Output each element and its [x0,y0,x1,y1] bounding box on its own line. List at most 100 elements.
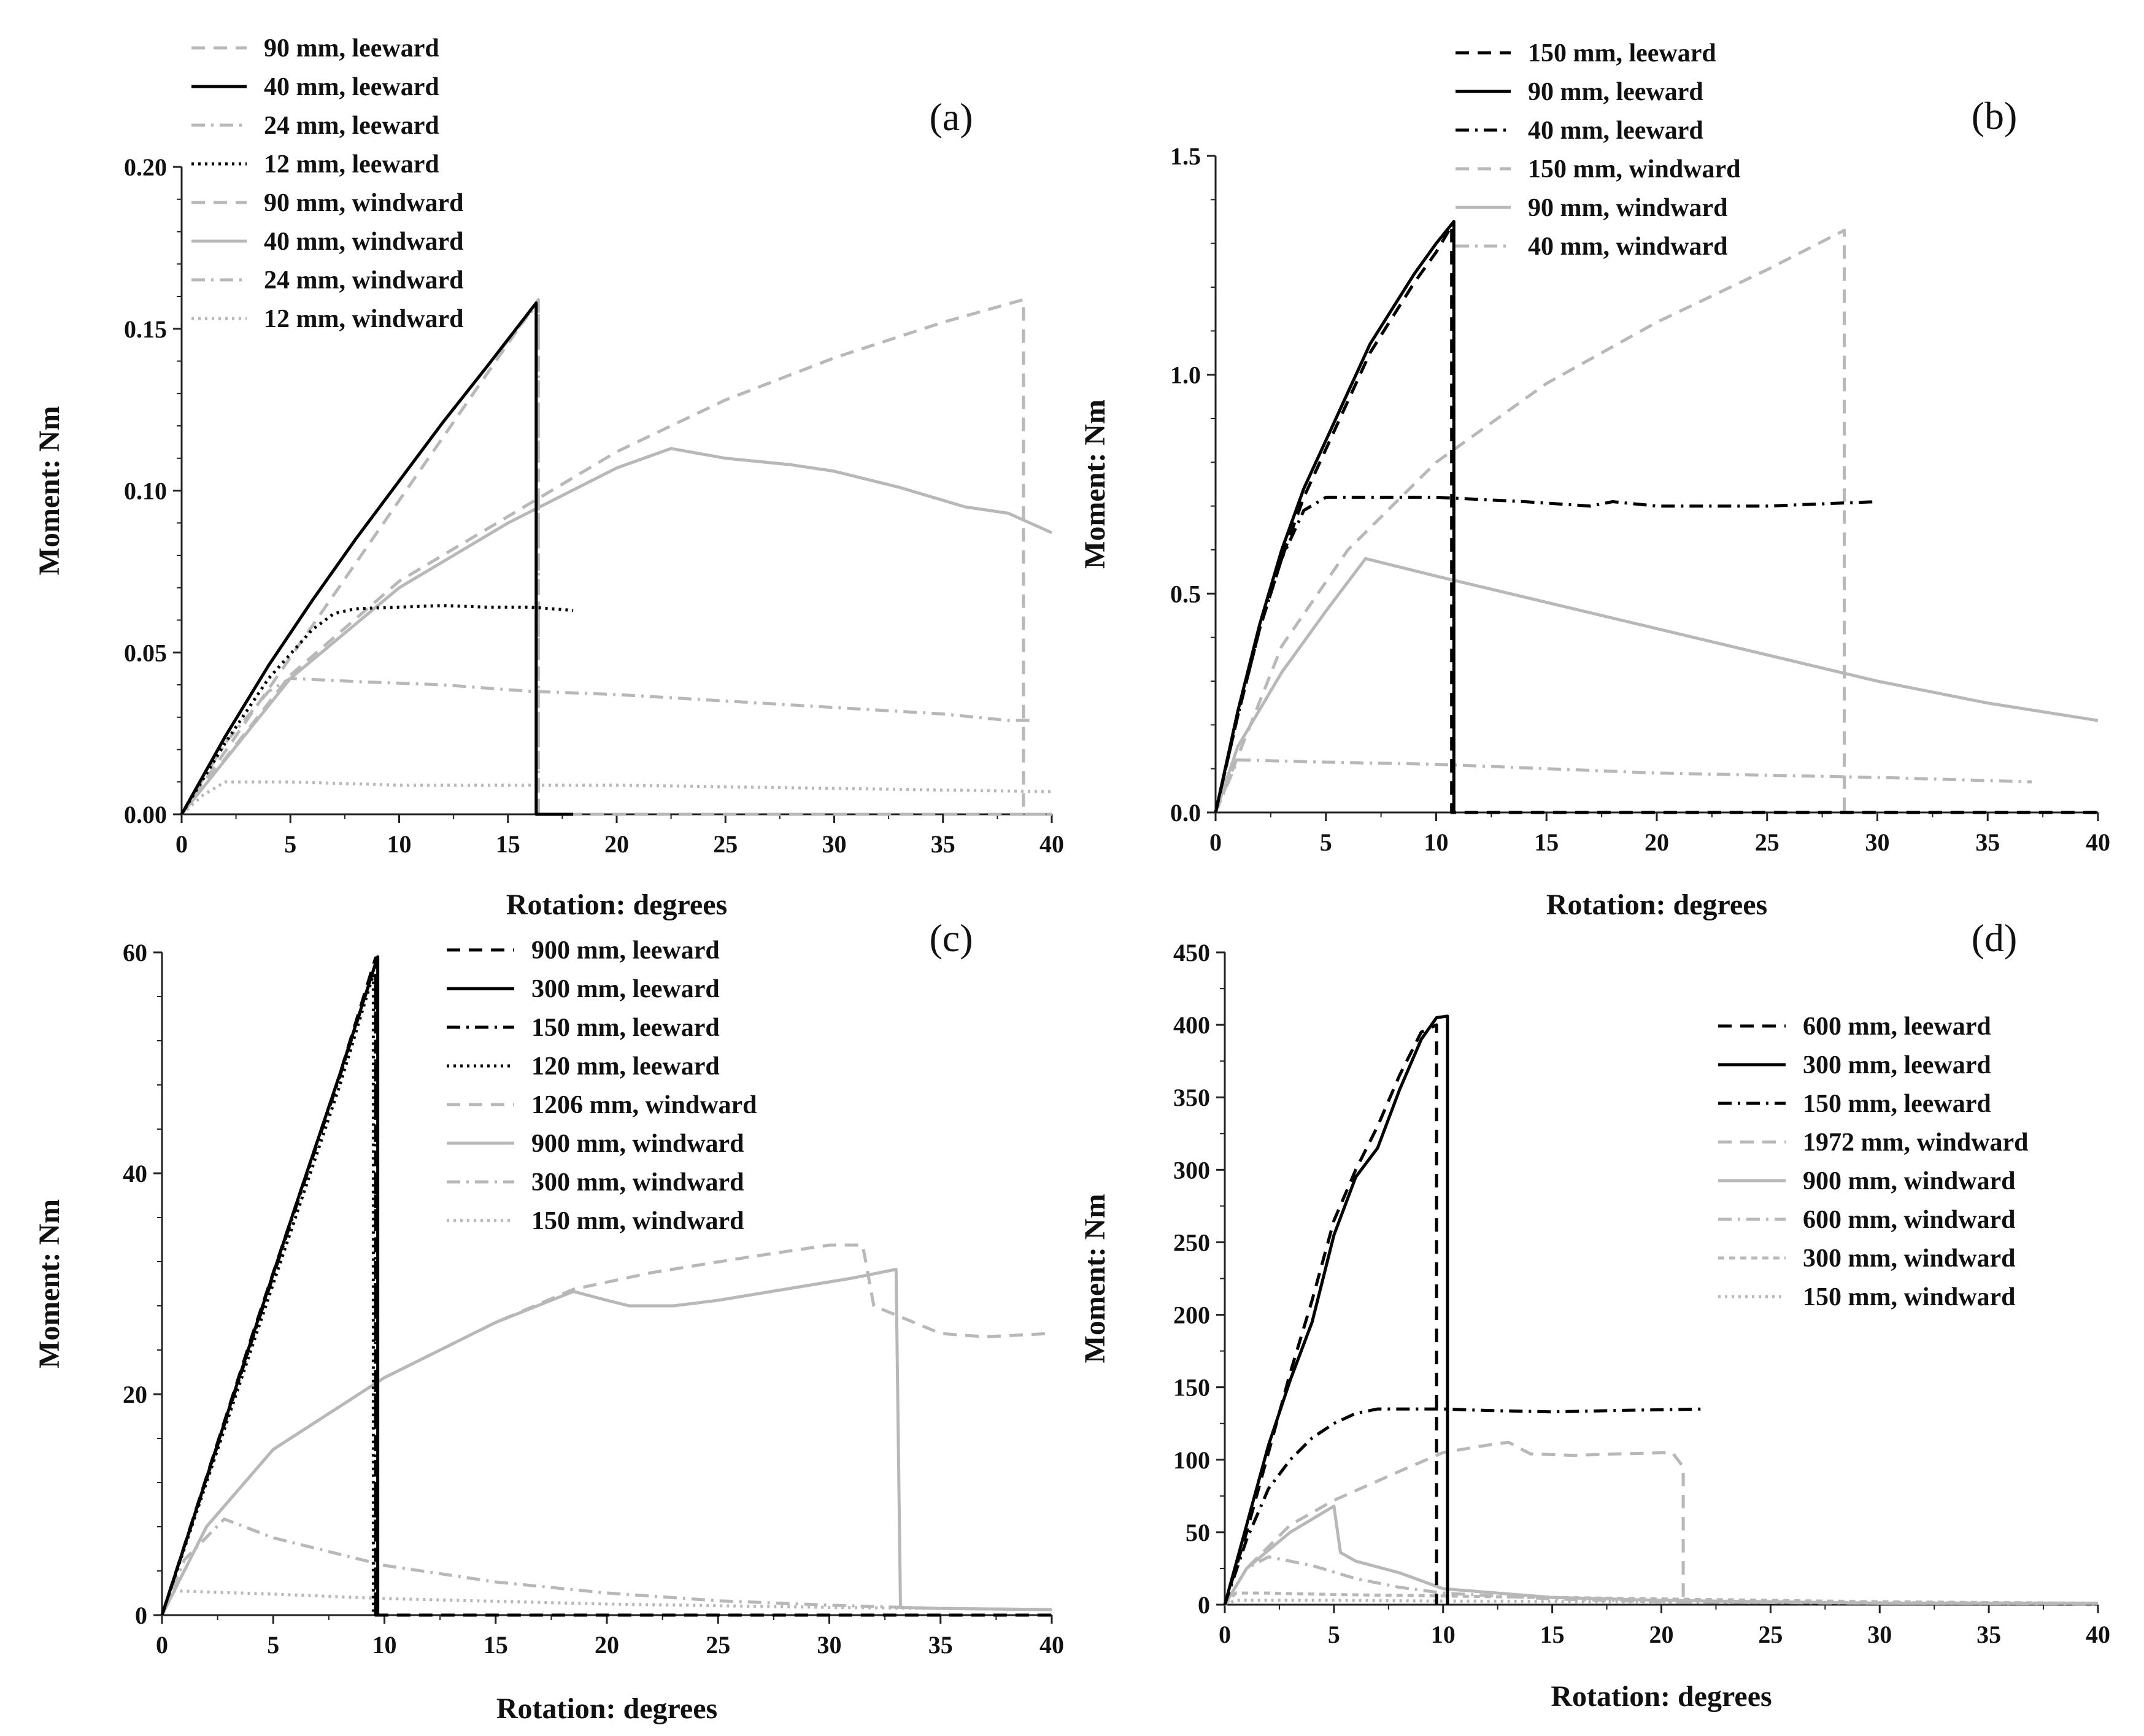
x-tick-label: 10 [1424,828,1449,856]
x-tick-label: 25 [706,1631,730,1659]
x-tick-label: 10 [387,830,412,858]
x-tick-label: 30 [1867,1621,1892,1648]
legend-label: 12 mm, leeward [264,150,439,179]
x-tick-label: 30 [817,1631,842,1659]
x-tick-label: 10 [372,1631,397,1659]
y-axis-title: Moment: Nm [1079,399,1111,569]
y-tick-label: 200 [1173,1302,1210,1329]
legend-label: 90 mm, windward [1528,194,1728,222]
series-line-24-mm-windward [180,677,1030,816]
series-line-600-mm-leeward [1223,1023,1438,1605]
panel-c: 0 5 10 15 20 25 30 35 40 0 20 40 60 Rotation: degrees… [33,916,1064,1725]
legend-label: 90 mm, leeward [264,34,439,63]
series-line-300-mm-windward [160,1517,1052,1616]
y-tick-label: 50 [1186,1519,1210,1546]
x-axis-title: Rotation: degrees [496,1692,717,1725]
x-tick-label: 5 [1328,1621,1340,1648]
y-tick-label: 20 [123,1381,147,1408]
legend-label: 150 mm, windward [1803,1283,2016,1311]
panel-label: (d) [1972,916,2018,960]
series-line-90-mm-windward [180,298,1052,816]
panel-a: 0 5 10 15 20 25 30 35 40 0.00 0.05 0.10 0.15 0.20 Rota… [33,34,1064,921]
legend: 90 mm, leeward 40 mm, leeward 24 mm, leewa… [191,34,464,333]
x-tick-label: 20 [595,1631,619,1659]
legend-label: 120 mm, leeward [531,1052,720,1081]
legend-label: 150 mm, leeward [1528,39,1716,68]
legend-label: 40 mm, leeward [264,73,439,101]
y-tick-label: 1.0 [1170,361,1201,389]
series-line-12-mm-leeward [180,604,574,816]
legend-label: 12 mm, windward [264,305,464,333]
series-line-40-mm-leeward [180,301,574,816]
series-line-900-mm-windward [160,1268,1052,1616]
legend-label: 300 mm, leeward [531,975,720,1003]
x-tick-label: 5 [1320,828,1332,856]
x-tick-label: 35 [928,1631,953,1659]
x-tick-label: 35 [931,830,955,858]
series-line-90-mm-windward [1214,557,2099,813]
legend-label: 40 mm, windward [1528,233,1728,261]
panel-label: (c) [929,916,973,960]
y-tick-label: 0.0 [1170,799,1201,827]
x-tick-label: 25 [1758,1621,1783,1648]
legend-label: 300 mm, leeward [1803,1051,1991,1079]
y-tick-label: 0 [135,1602,147,1629]
series-line-150-mm-leeward [1223,1407,1705,1605]
legend: 600 mm, leeward 300 mm, leeward 150 mm, le… [1718,1013,2029,1311]
panel-b: 0 5 10 15 20 25 30 35 40 0.0 0.5 1.0 1.5 Rotation: de… [1079,39,2110,921]
x-tick-label: 20 [604,830,629,858]
x-tick-label: 25 [713,830,738,858]
x-axis-title: Rotation: degrees [1546,889,1767,921]
y-tick-label: 0.00 [124,801,167,828]
x-tick-label: 20 [1645,828,1669,856]
series-line-600-mm-windward [1223,1555,2099,1606]
legend-label: 90 mm, leeward [1528,78,1703,106]
y-tick-label: 450 [1173,939,1210,966]
legend-label: 300 mm, windward [1803,1244,2016,1273]
x-tick-label: 30 [1865,828,1890,856]
series-line-150-mm-windward [1214,228,1846,813]
x-axis-title: Rotation: degrees [1551,1680,1772,1713]
x-tick-label: 0 [156,1631,168,1659]
x-tick-label: 15 [1540,1621,1565,1648]
legend-label: 1206 mm, windward [531,1091,757,1119]
legend-label: 150 mm, leeward [531,1014,720,1042]
panel-label: (b) [1972,94,2018,137]
panel-d: 0 5 10 15 20 25 30 35 40050100150200250300350400… [1079,916,2110,1713]
y-tick-label: 400 [1173,1011,1210,1039]
legend-label: 600 mm, leeward [1803,1013,1991,1041]
legend-label: 1972 mm, windward [1803,1128,2029,1157]
series-line-120-mm-leeward [160,973,375,1616]
x-tick-label: 40 [1039,1631,1064,1659]
x-tick-label: 0 [1219,1621,1231,1648]
y-tick-label: 0.05 [124,639,167,666]
x-tick-label: 35 [1976,1621,2001,1648]
y-tick-label: 60 [123,939,147,966]
series-line-1972-mm-windward [1223,1440,1685,1606]
x-tick-label: 15 [496,830,520,858]
legend-label: 24 mm, leeward [264,112,439,140]
y-tick-label: 250 [1173,1229,1210,1256]
x-tick-label: 35 [1975,828,2000,856]
panel-label: (a) [929,95,973,139]
y-axis-title: Moment: Nm [33,1199,66,1368]
legend: 150 mm, leeward 90 mm, leeward 40 mm, leew… [1456,39,1741,261]
series-line-150-mm-leeward [1214,224,2098,814]
x-tick-label: 15 [1534,828,1559,856]
series-line-12-mm-windward [180,780,1052,816]
series-line-900-mm-windward [1223,1504,2098,1606]
y-tick-label: 150 [1173,1374,1210,1402]
legend-label: 900 mm, windward [531,1130,744,1158]
x-tick-label: 25 [1755,828,1780,856]
series-line-150-mm-windward [160,1589,1052,1616]
y-tick-label: 0 [1198,1591,1210,1619]
x-tick-label: 10 [1431,1621,1456,1648]
series-line-40-mm-leeward [1214,495,1878,813]
legend-label: 24 mm, windward [264,266,464,295]
series-line-900-mm-leeward [160,956,1052,1617]
x-tick-label: 20 [1649,1621,1674,1648]
legend-label: 900 mm, leeward [531,936,720,965]
legend-label: 150 mm, windward [531,1207,744,1235]
series-line-40-mm-windward [1214,758,2032,813]
x-tick-label: 0 [1209,828,1222,856]
